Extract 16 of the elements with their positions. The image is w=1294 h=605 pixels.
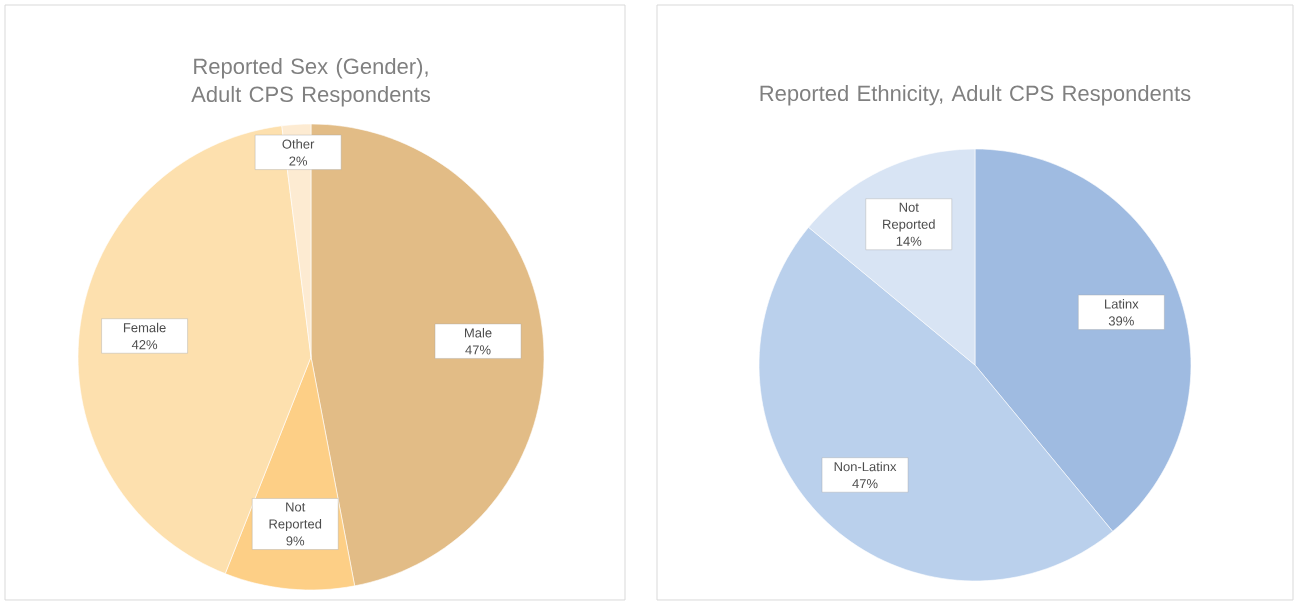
slice-label: Non-Latinx bbox=[834, 461, 897, 472]
data-label: 47% bbox=[465, 345, 491, 355]
chart-title: Reported Sex (Gender), Adult CPS Respondents bbox=[191, 57, 431, 107]
data-label: 42% bbox=[131, 340, 158, 350]
data-label: 2% bbox=[289, 156, 308, 166]
data-label: 39% bbox=[1108, 316, 1134, 326]
slice-label: Not Reported bbox=[269, 502, 322, 532]
slice-label: Latinx bbox=[1105, 299, 1139, 309]
slice-label: Male bbox=[465, 327, 492, 338]
data-label: 14% bbox=[896, 236, 922, 246]
chart-title: Reported Ethnicity, Adult CPS Respondents bbox=[760, 84, 1191, 106]
slice-label: Female bbox=[123, 322, 166, 333]
data-label: 47% bbox=[852, 479, 878, 489]
slice-label: Not Reported bbox=[883, 202, 935, 232]
data-label: 9% bbox=[286, 536, 305, 546]
slice-label: Other bbox=[282, 139, 315, 149]
